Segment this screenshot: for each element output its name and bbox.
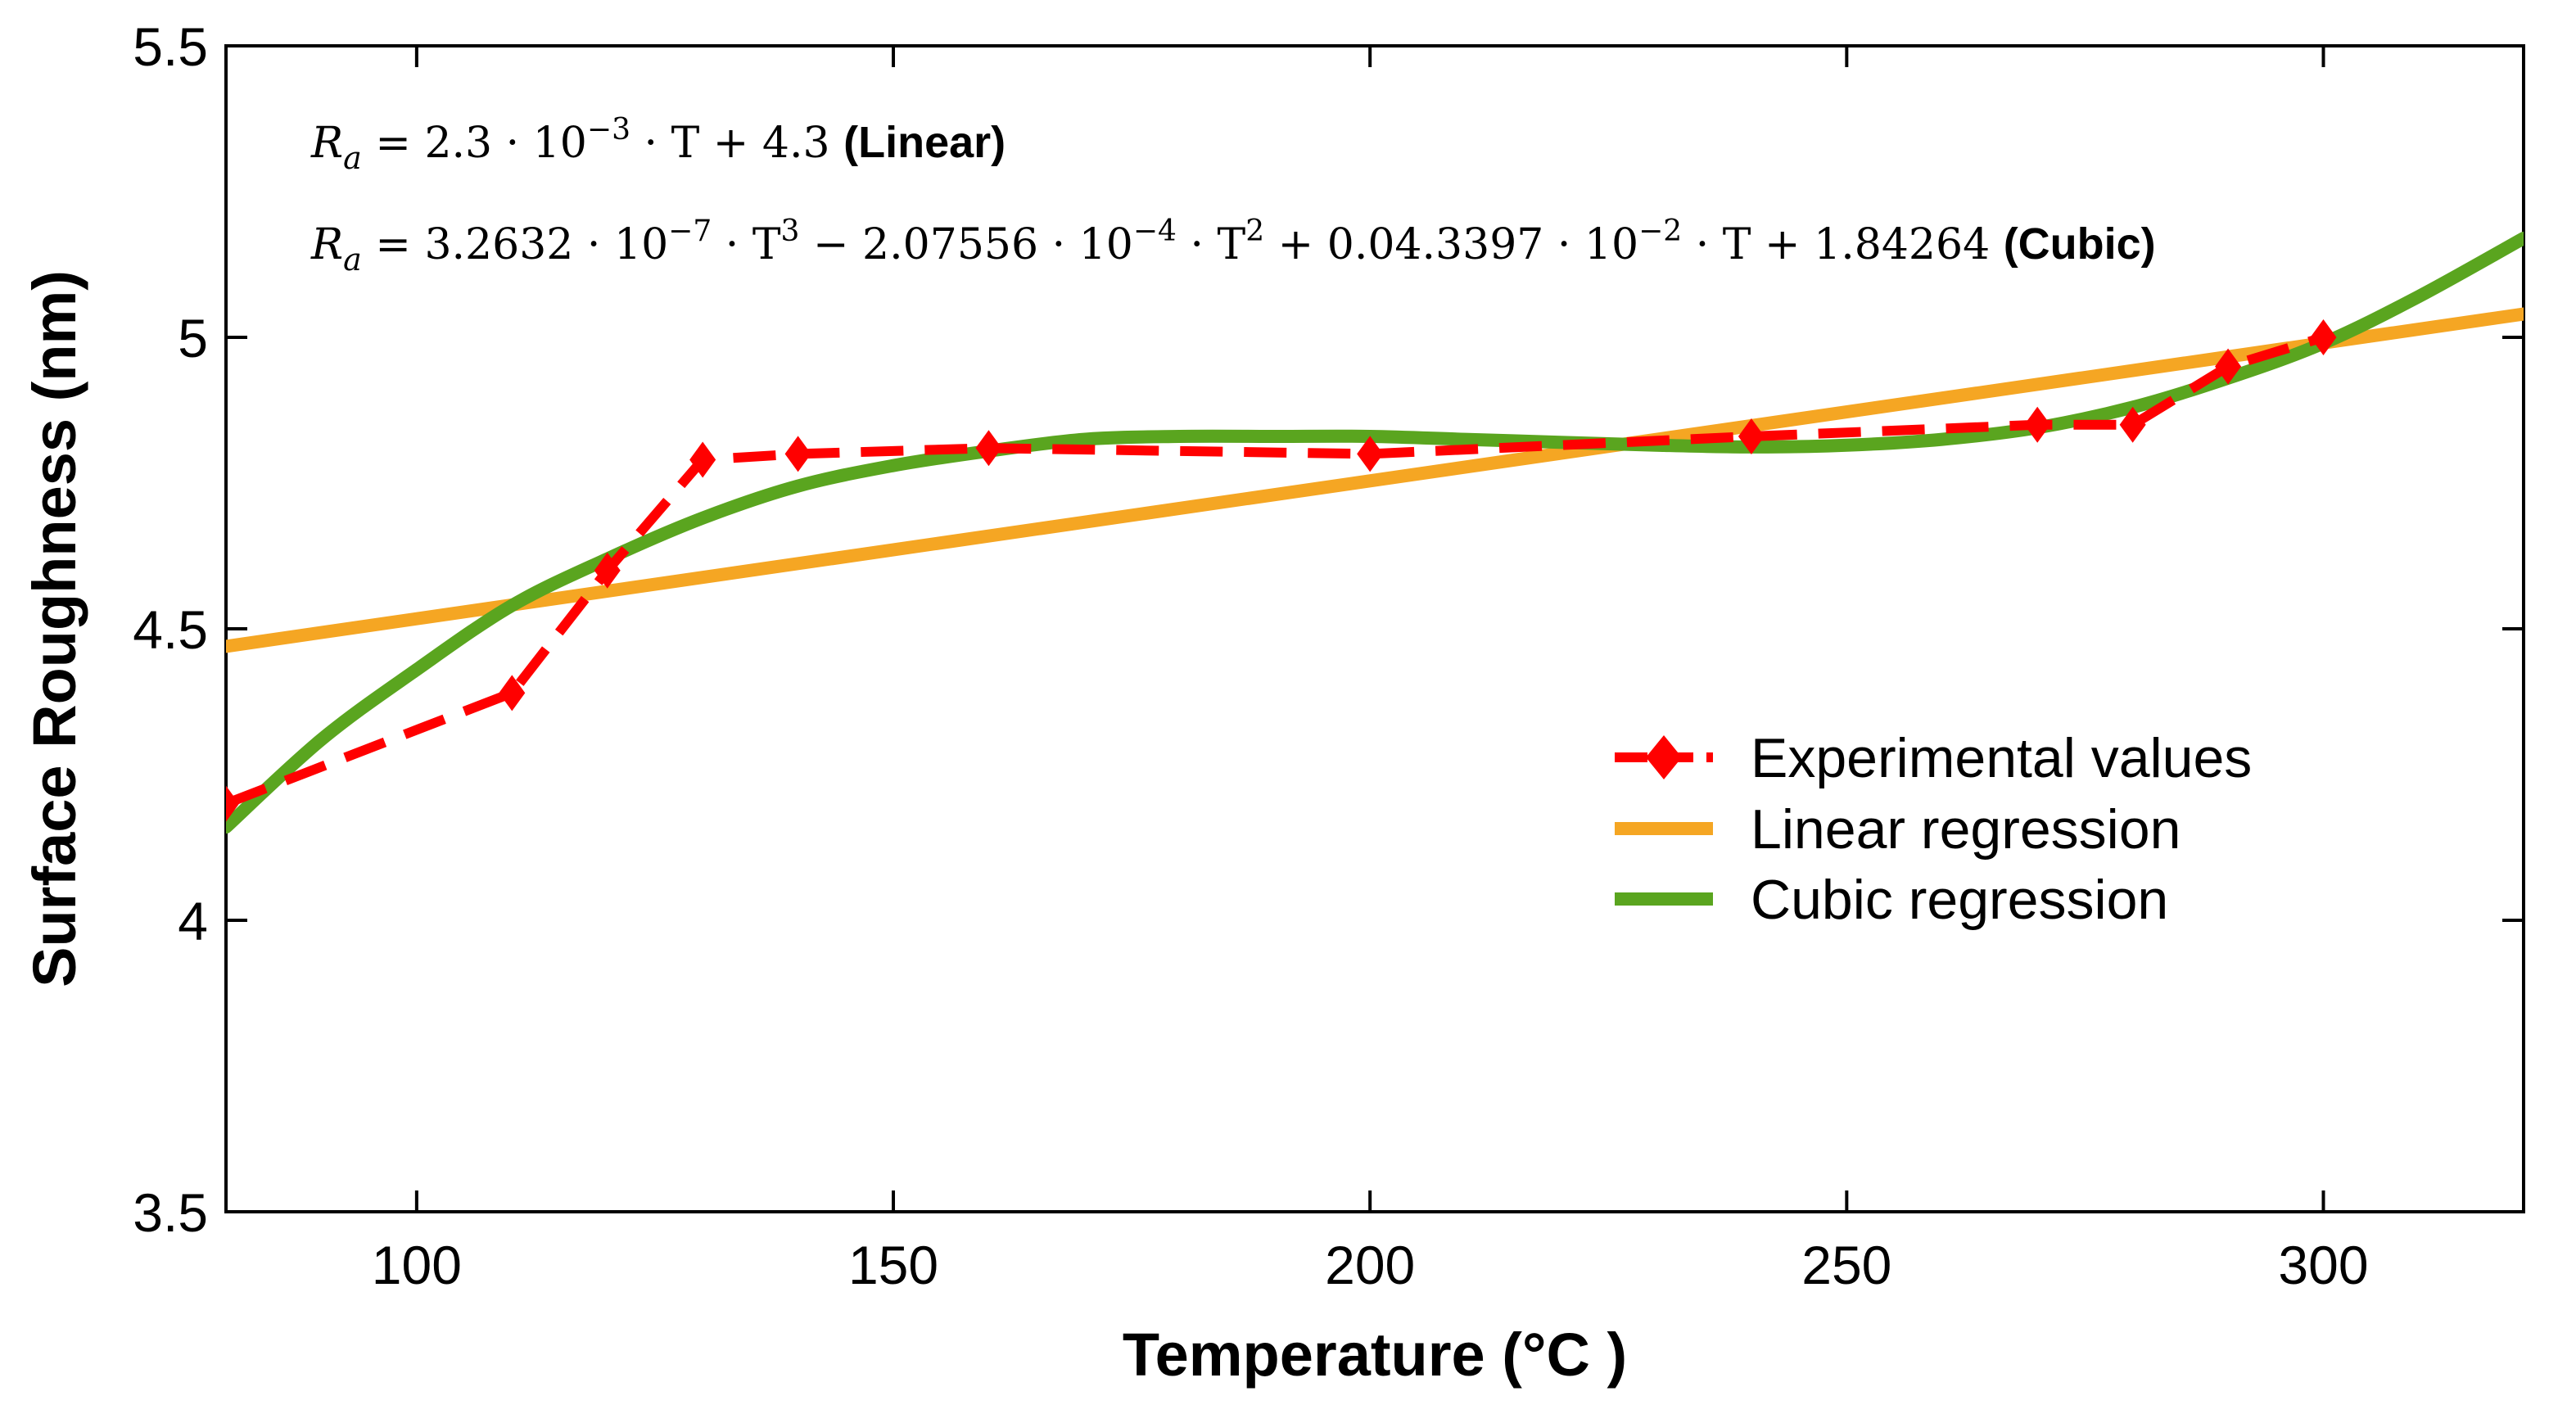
experimental-values-line [226,332,2325,809]
cubic-equation: Ra = 3.2632 · 10−7 · T3 − 2.07556 · 10−4… [310,215,2156,278]
legend-linear-label: Linear regression [1751,798,2181,861]
x-tick-label: 100 [372,1235,462,1295]
legend-item-cubic: Cubic regression [1615,869,2168,931]
cubic-eq-b1: = 3.2632 · 10 [362,220,668,269]
experimental-markers [226,319,2337,822]
chart-legend: Experimental values Linear regression Cu… [1615,727,2252,931]
y-tick-label: 5 [178,308,208,368]
linear-eq-body1: = 2.3 · 10 [362,119,587,168]
cubic-eq-s4: 2 [1245,215,1264,248]
experimental-point [2024,406,2051,443]
experimental-point [689,441,716,478]
series-layer [226,232,2524,834]
cubic-eq-s5: −2 [1638,215,1682,248]
cubic-eq-s2: 3 [781,215,800,248]
x-axis-ticks: 100 150 200 250 300 [372,46,2369,1295]
linear-eq-lhs: R [310,119,343,168]
legend-experimental-label: Experimental values [1751,727,2252,789]
linear-equation: Ra = 2.3 · 10−3 · T + 4.3 (Linear) [310,113,1006,176]
cubic-eq-b6: · T + 1.84264 [1682,220,2003,269]
linear-regression-line [226,307,2524,653]
experimental-point [2119,406,2146,443]
experimental-point [1738,418,1765,455]
x-axis-title: Temperature (°C ) [1123,1321,1627,1389]
experimental-point [1357,436,1384,472]
cubic-eq-b4: · T [1177,220,1246,269]
experimental-point [2215,348,2242,385]
y-tick-label: 5.5 [133,16,208,77]
cubic-eq-b2: · T [712,220,781,269]
legend-cubic-label: Cubic regression [1751,869,2168,931]
linear-eq-tag: (Linear) [843,118,1006,167]
cubic-regression-line [226,232,2524,834]
experimental-point [975,430,1002,467]
cubic-eq-b3: − 2.07556 · 10 [799,220,1132,269]
cubic-eq-s1: −7 [668,215,712,248]
y-tick-label: 3.5 [133,1182,208,1243]
x-tick-label: 200 [1325,1235,1415,1295]
legend-experimental-marker [1646,735,1682,779]
y-tick-label: 4 [178,891,208,951]
y-axis-ticks: 3.5 4 4.5 5 5.5 [133,16,2524,1243]
legend-item-linear: Linear regression [1615,798,2181,861]
x-tick-label: 300 [2278,1235,2368,1295]
linear-eq-sub: a [343,140,362,176]
experimental-point [226,785,239,822]
experimental-point [2310,319,2337,355]
x-tick-label: 150 [848,1235,938,1295]
linear-eq-sup1: −3 [587,113,630,147]
experimental-point [499,675,526,712]
legend-item-experimental: Experimental values [1615,727,2252,789]
cubic-eq-tag: (Cubic) [2004,219,2156,269]
y-tick-label: 4.5 [133,599,208,660]
x-tick-label: 250 [1801,1235,1891,1295]
linear-eq-body2: · T + 4.3 [630,119,843,168]
cubic-eq-sub: a [343,242,362,278]
experimental-point [594,552,621,589]
cubic-eq-b5: + 0.04.3397 · 10 [1264,220,1638,269]
cubic-eq-lhs: R [310,220,343,269]
y-axis-title: Surface Roughness (nm) [20,270,88,987]
cubic-eq-s3: −4 [1133,215,1177,248]
experimental-point [784,436,811,472]
